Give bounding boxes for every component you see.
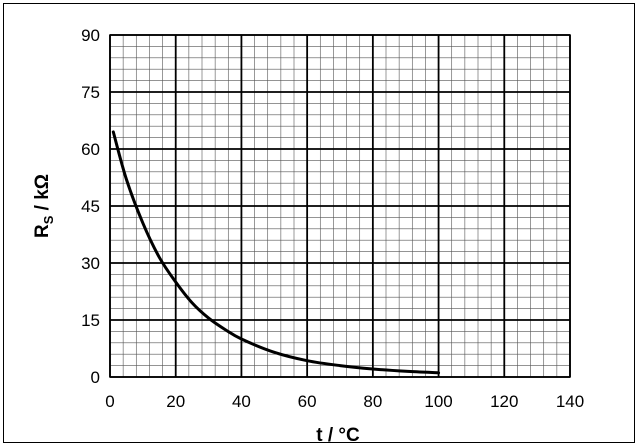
- y-tick-labels: 0 15 30 45 60 75 90: [81, 26, 100, 387]
- y-axis-title-rest: / kΩ: [32, 174, 53, 216]
- y-axis-title-sub: S: [41, 215, 56, 224]
- y-tick-label: 90: [81, 26, 100, 45]
- x-tick-label: 0: [105, 392, 114, 411]
- x-tick-label: 100: [424, 392, 452, 411]
- y-tick-label: 75: [81, 83, 100, 102]
- x-tick-label: 40: [232, 392, 251, 411]
- major-grid: [109, 34, 571, 378]
- y-tick-label: 15: [81, 311, 100, 330]
- x-tick-label: 140: [556, 392, 584, 411]
- y-tick-label: 30: [81, 254, 100, 273]
- series-line: [111, 130, 441, 375]
- x-tick-label: 20: [166, 392, 185, 411]
- y-axis-title: RS / kΩ: [32, 174, 56, 238]
- y-tick-label: 60: [81, 140, 100, 159]
- x-axis-title: t / °C: [316, 425, 360, 446]
- chart-frame: [3, 3, 635, 443]
- plot-border: [109, 34, 571, 378]
- y-tick-label: 45: [81, 197, 100, 216]
- y-axis-title-main: R: [32, 224, 53, 238]
- y-tick-label: 0: [91, 368, 100, 387]
- x-tick-label: 120: [490, 392, 518, 411]
- x-tick-labels: 0 20 40 60 80 100 120 140: [105, 392, 584, 411]
- x-tick-label: 80: [363, 392, 382, 411]
- x-tick-label: 60: [298, 392, 317, 411]
